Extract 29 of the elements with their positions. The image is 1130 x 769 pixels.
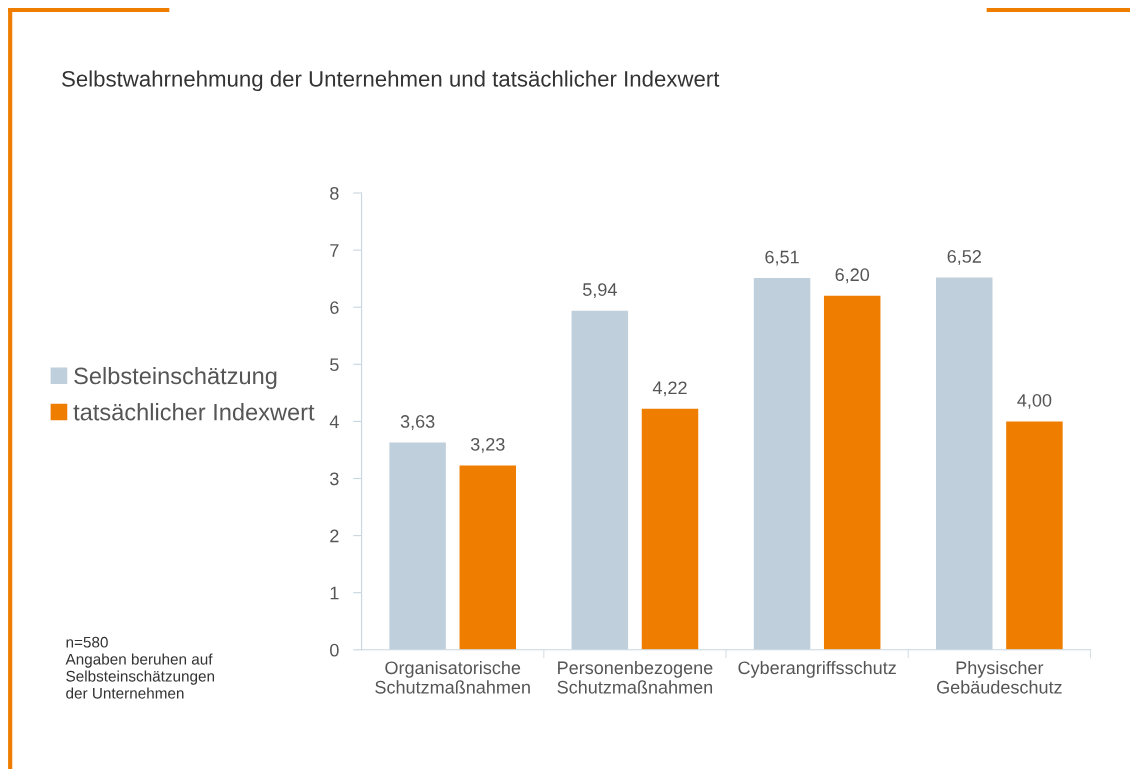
y-tick-label: 8 <box>330 186 339 200</box>
data-label: 3,23 <box>470 437 505 453</box>
bar <box>1006 421 1063 650</box>
bar <box>641 408 699 650</box>
data-label: 6,20 <box>835 268 870 284</box>
y-tick-label: 5 <box>330 358 339 372</box>
data-label: 4,00 <box>1017 393 1052 409</box>
x-tick-label: Physischer Gebäudeschutz <box>937 660 1062 694</box>
y-tick-label: 1 <box>330 586 339 600</box>
data-label: 6,51 <box>765 250 799 266</box>
chart-title: Selbstwahrnehmung der Unternehmen und tatsächlicher Indexwert <box>62 70 720 92</box>
y-tick-label: 0 <box>330 643 339 657</box>
x-tick-label: Organisatorische Schutzmaßnahmen <box>375 660 530 694</box>
x-tick-label: Personenbezogene Schutzmaßnahmen <box>557 660 713 694</box>
data-label: 4,22 <box>652 381 687 397</box>
y-tick-label: 4 <box>329 415 339 428</box>
y-tick-label: 7 <box>330 244 339 257</box>
data-label: 6,52 <box>947 250 981 265</box>
bar <box>459 465 517 650</box>
data-label: 5,94 <box>583 283 617 299</box>
legend-label: Selbsteinschätzung <box>74 366 277 389</box>
x-tick-label: Cyberangriffsschutz <box>738 660 896 678</box>
legend-label: tatsächlicher Indexwert <box>73 403 315 421</box>
text: n=580 Angaben beruhen auf Selbsteinschätzungen der Unternehmen <box>65 636 215 699</box>
y-tick-label: 6 <box>330 301 339 314</box>
bar <box>823 295 881 650</box>
y-tick-label: 3 <box>330 472 339 486</box>
data-label: 3,63 <box>400 415 435 430</box>
y-tick-label: 2 <box>330 529 339 543</box>
